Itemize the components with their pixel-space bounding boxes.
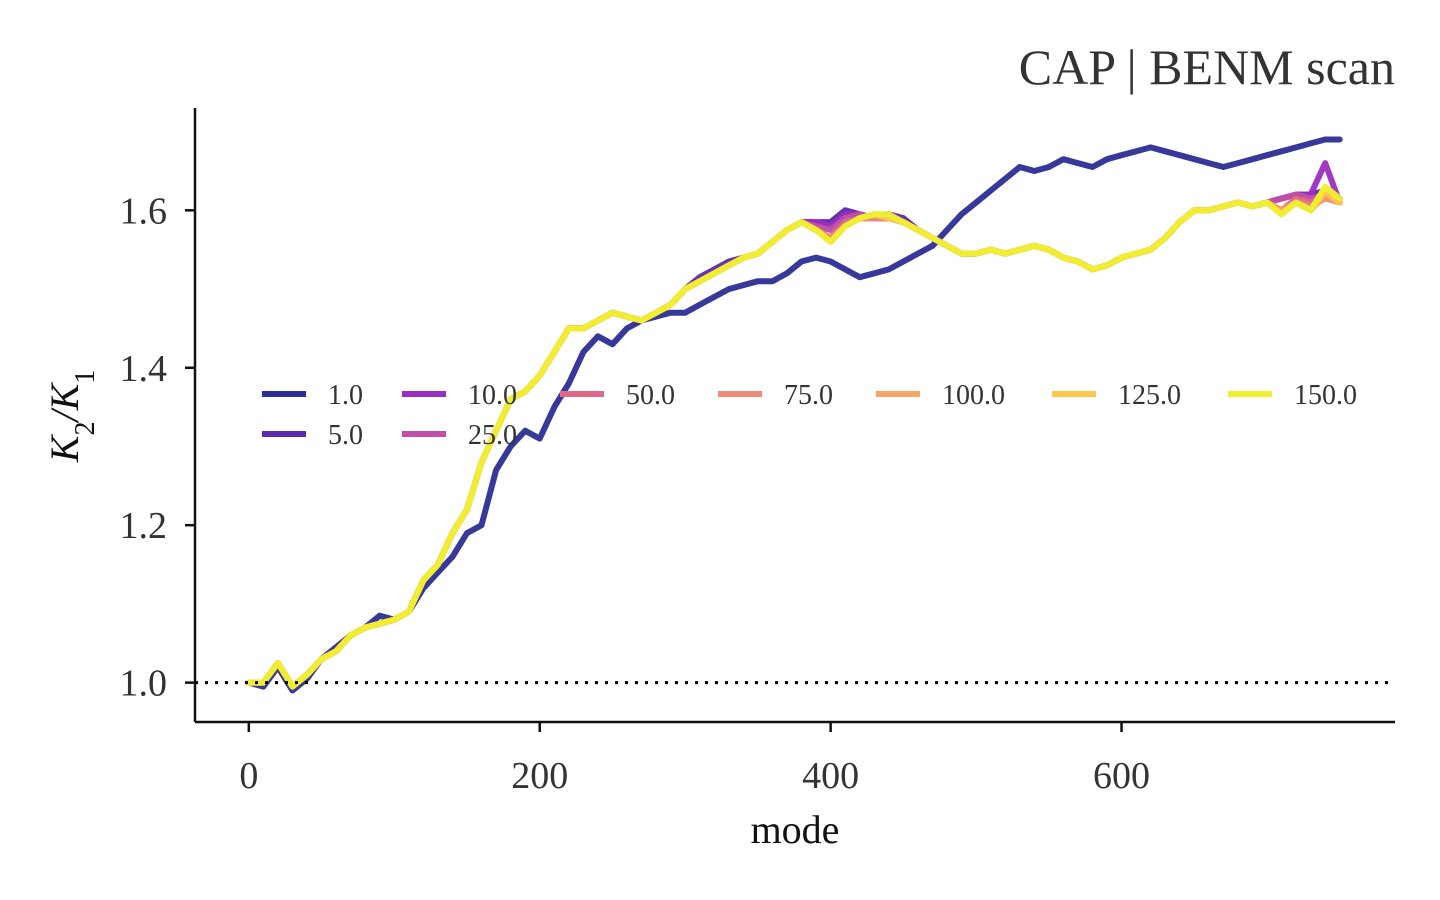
legend-label: 10.0 (468, 380, 517, 411)
series-lines (245, 136, 1343, 694)
y-tick-label: 1.0 (120, 663, 168, 705)
series-line-150-0 (245, 183, 1343, 690)
legend-label: 5.0 (328, 420, 363, 451)
plot-area (195, 136, 1395, 694)
x-tick-label: 600 (1093, 755, 1150, 797)
y-tick-label: 1.2 (120, 505, 168, 547)
legend-label: 25.0 (468, 420, 517, 451)
y-axis-label: K2/K1 (42, 370, 101, 463)
chart-title: CAP | BENM scan (1019, 39, 1395, 95)
y-label-k2: K (42, 433, 87, 463)
x-tick-label: 200 (511, 755, 568, 797)
x-tick-label: 400 (802, 755, 859, 797)
series-line-75-0 (245, 195, 1343, 690)
legend-label: 150.0 (1294, 380, 1357, 411)
y-tick-label: 1.6 (120, 190, 168, 232)
y-label-k1: /K (42, 381, 87, 423)
legend-label: 1.0 (328, 380, 363, 411)
legend-label: 100.0 (942, 380, 1005, 411)
legend: 1.0 5.0 10.0 25.0 50.0 75.0 100.0 125.0 150.0 (262, 380, 1357, 451)
y-label-sub-1: 1 (70, 370, 101, 384)
series-line-1-0 (245, 136, 1343, 694)
x-ticks: 0 200 400 600 (239, 722, 1150, 797)
y-ticks: 1.0 1.2 1.4 1.6 (120, 190, 195, 705)
legend-label: 50.0 (626, 380, 675, 411)
y-tick-label: 1.4 (120, 348, 168, 390)
y-label-sub-2: 2 (70, 422, 101, 436)
legend-label: 125.0 (1118, 380, 1181, 411)
legend-label: 75.0 (784, 380, 833, 411)
x-tick-label: 0 (239, 755, 258, 797)
x-axis-label: mode (751, 807, 840, 852)
